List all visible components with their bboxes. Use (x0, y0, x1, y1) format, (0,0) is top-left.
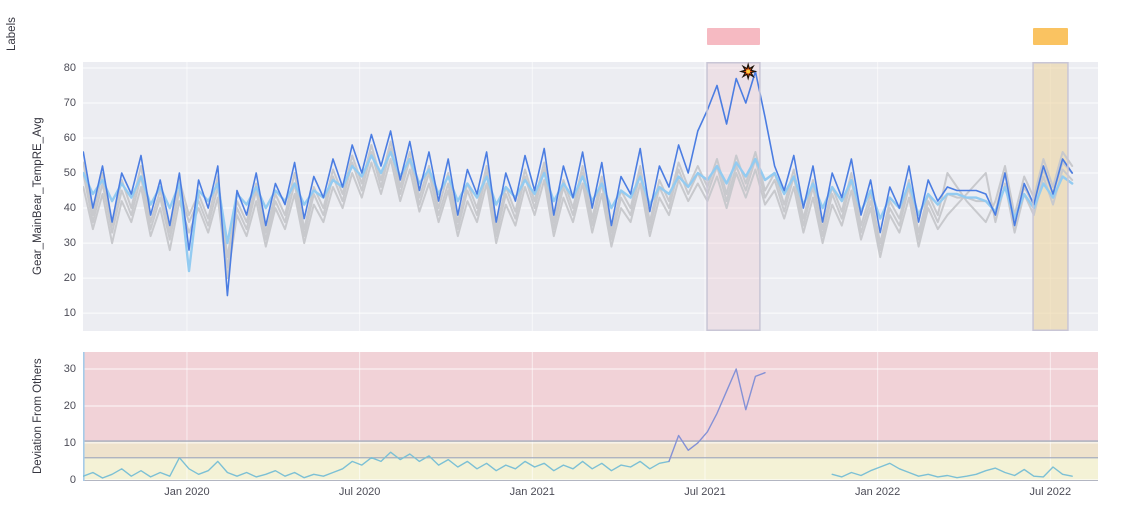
y-tick-label: 0 (69, 473, 76, 486)
y-tick-label: 30 (63, 237, 76, 250)
normal-zone (83, 457, 1098, 481)
y-tick-label: 20 (63, 399, 76, 412)
series-fleet-average (83, 150, 1074, 273)
y-tick-label: 40 (63, 202, 76, 215)
y-tick-label: 10 (63, 436, 76, 449)
alarm-period-region-border (706, 62, 761, 331)
x-tick-label: Jan 2020 (164, 486, 210, 498)
labels-axis-title: Labels (6, 17, 18, 51)
x-tick-label: Jul 2022 (1029, 486, 1072, 498)
x-tick-label: Jul 2021 (684, 486, 726, 498)
series-other-turbine-c (83, 147, 1074, 269)
deviation-y-axis-title: Deviation From Others (32, 358, 44, 475)
y-tick-label: 10 (63, 307, 76, 320)
alarm-zone (83, 352, 1098, 442)
series-deviation-from-others (83, 451, 670, 479)
series-deviation-from-others (668, 368, 766, 463)
warning-period-region-border (1032, 62, 1069, 331)
warning-zone (83, 441, 1098, 458)
series-deviation-from-others (831, 462, 1073, 479)
y-tick-label: 80 (63, 61, 76, 74)
y-tick-label: 60 (63, 132, 76, 144)
y-tick-label: 30 (63, 363, 76, 375)
series-other-turbine-b (83, 158, 1074, 280)
x-tick-label: Jan 2022 (855, 486, 901, 498)
alarm-period-region[interactable] (707, 62, 760, 331)
main-y-axis-title: Gear_MainBear_TempRE_Avg (32, 117, 44, 276)
y-tick-label: 20 (63, 272, 76, 285)
main-chart-plot-area[interactable] (83, 62, 1098, 331)
x-tick-label: Jan 2021 (509, 486, 555, 498)
alarm-label[interactable] (707, 28, 760, 45)
warning-label[interactable] (1033, 28, 1068, 45)
y-tick-label: 70 (63, 96, 76, 109)
x-tick-label: Jul 2020 (338, 486, 381, 498)
deviation-chart-plot-area[interactable] (83, 352, 1098, 481)
y-tick-label: 50 (63, 167, 76, 180)
anomaly-flare-icon[interactable] (738, 62, 758, 81)
series-selected-turbine (83, 70, 1074, 297)
